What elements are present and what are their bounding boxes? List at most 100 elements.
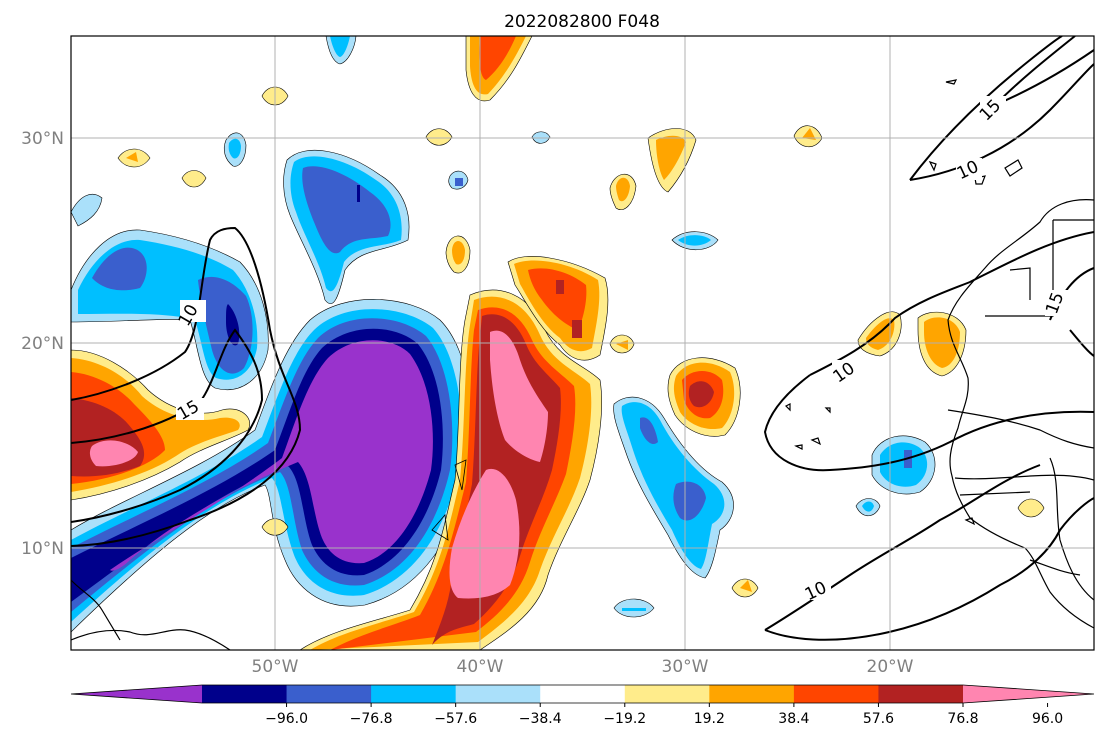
colorbar-tick-label: −19.2: [603, 711, 646, 727]
map-area: 10 15 10 15 10 10 15: [71, 36, 1094, 650]
pos-dot-27w-o: [740, 580, 752, 592]
neg-small-58w: [71, 194, 103, 227]
colorbar-segment: [371, 685, 457, 703]
pos-dot-54w: [181, 170, 207, 188]
pos-ne-redorange: [528, 268, 587, 330]
africa-border-8: [1029, 559, 1081, 576]
colorbar-segment: [709, 685, 795, 703]
madeira: [1004, 159, 1023, 177]
africa-coast: [947, 199, 1094, 629]
neg-top-patch-sky: [330, 36, 350, 57]
pos-dot-42w: [425, 128, 453, 146]
colorbar-tick-label: 38.4: [778, 711, 809, 727]
neg-n-royal: [302, 166, 391, 254]
pos-dot-33w-o: [616, 177, 630, 202]
colorbar-segment: [455, 685, 541, 703]
neg-s-small-sky: [622, 608, 646, 611]
lat-label-30n: 30°N: [21, 129, 64, 149]
pos-dot-41w-o: [452, 241, 465, 265]
lon-label-50w: 50°W: [252, 657, 299, 677]
neg-e-small-sky: [862, 501, 874, 512]
lon-label-40w: 40°W: [457, 657, 504, 677]
bijagos: [964, 517, 976, 526]
neg-se-royal: [640, 417, 658, 445]
pos-band-pink2: [449, 468, 520, 599]
contour-10-east: [809, 231, 1094, 376]
pos-30w-orange: [656, 135, 686, 180]
neg-small-29w-sky: [678, 235, 711, 246]
africa-border-5: [954, 474, 1094, 481]
colorbar-tick-label: 96.0: [1032, 711, 1063, 727]
cape-verde-3: [824, 407, 831, 414]
pos-ne-firebrick: [556, 280, 564, 294]
pos-w-pink: [89, 440, 138, 467]
canary-1: [945, 79, 958, 85]
africa-border-3: [1009, 267, 1031, 300]
colorbar-segment: [878, 685, 964, 703]
pos-dot-14w: [1017, 498, 1045, 518]
contour-10-south: [764, 497, 1094, 641]
neg-se-sky: [621, 402, 725, 569]
colorbar-segment: [202, 685, 288, 703]
colorbar-segment: [793, 685, 879, 703]
colorbar-segment: [540, 685, 626, 703]
colorbar-segment: [286, 685, 372, 703]
map-frame: [70, 35, 1095, 651]
cape-verde-1: [794, 444, 803, 450]
colorbar-tick-label: −38.4: [519, 711, 562, 727]
cape-verde-4: [784, 403, 791, 412]
colorbar-tick-label: −96.0: [265, 711, 308, 727]
pos-dot-24w-o: [802, 128, 816, 140]
colorbar-segment-max: [963, 685, 1094, 703]
lon-label-20w: 20°W: [867, 657, 914, 677]
colorbar-tick-label: 76.8: [947, 711, 978, 727]
africa-border-6: [959, 491, 1031, 496]
contour-10-west: [71, 226, 302, 547]
s-america-coast: [71, 629, 231, 650]
gridlines: [71, 36, 1094, 650]
positive-anomaly-fields: [71, 36, 1045, 650]
colorbar-segment: [624, 685, 710, 703]
neg-nw-royal2: [198, 276, 253, 374]
contour-10-ne-b: [909, 63, 1094, 181]
contour-15-west: [71, 328, 264, 523]
neg-e-sky: [880, 442, 928, 487]
pos-top-redorange: [479, 36, 516, 80]
pos-mid-firebrick: [688, 381, 714, 408]
lon-label-30w: 30°W: [662, 657, 709, 677]
pos-ne-fire2: [572, 320, 582, 338]
neg-small-41w-sky: [455, 178, 463, 186]
colorbar-tick-label: −76.8: [350, 711, 393, 727]
africa-border-7: [1049, 457, 1094, 601]
colorbar-segment-min: [71, 685, 202, 703]
contour-10-east-lower: [763, 374, 1094, 472]
colorbar-tick-label: 19.2: [694, 711, 725, 727]
contour-thin-2: [454, 459, 467, 491]
cape-verde-2: [810, 437, 822, 446]
neg-band-purple: [110, 340, 433, 571]
contour-label-group: 10 15 10 15 10 10 15: [174, 96, 1069, 605]
africa-border-4: [947, 409, 1094, 449]
contour-15-ne-b: [994, 49, 1094, 106]
neg-nw-navy: [226, 304, 240, 346]
contour-10-ne: [909, 36, 1063, 181]
s-america-inner: [71, 579, 121, 641]
contour-15-east-b: [1069, 329, 1094, 357]
lat-label-10n: 10°N: [21, 539, 64, 559]
colorbar-tick-label: −57.6: [434, 711, 477, 727]
pos-band-pink: [490, 330, 548, 462]
lat-label-20n: 20°N: [21, 334, 64, 354]
colorbar-outline: [70, 684, 1095, 704]
colorbar: −96.0 −76.8 −57.6 −38.4 −19.2 19.2 38.4 57.6 76.…: [70, 684, 1095, 727]
negative-anomaly-fields: [71, 36, 936, 633]
colorbar-tick-label: 57.6: [863, 711, 894, 727]
map-title: 2022082800 F048: [504, 12, 660, 32]
neg-nw-royal: [92, 247, 147, 291]
neg-n-navy: [357, 185, 360, 202]
canary-3: [928, 160, 937, 172]
neg-small-53w-sky: [228, 138, 241, 159]
contour-thin-1: [431, 514, 449, 541]
pos-dot-57w-o: [126, 152, 138, 162]
neg-se-royal2: [673, 481, 706, 521]
